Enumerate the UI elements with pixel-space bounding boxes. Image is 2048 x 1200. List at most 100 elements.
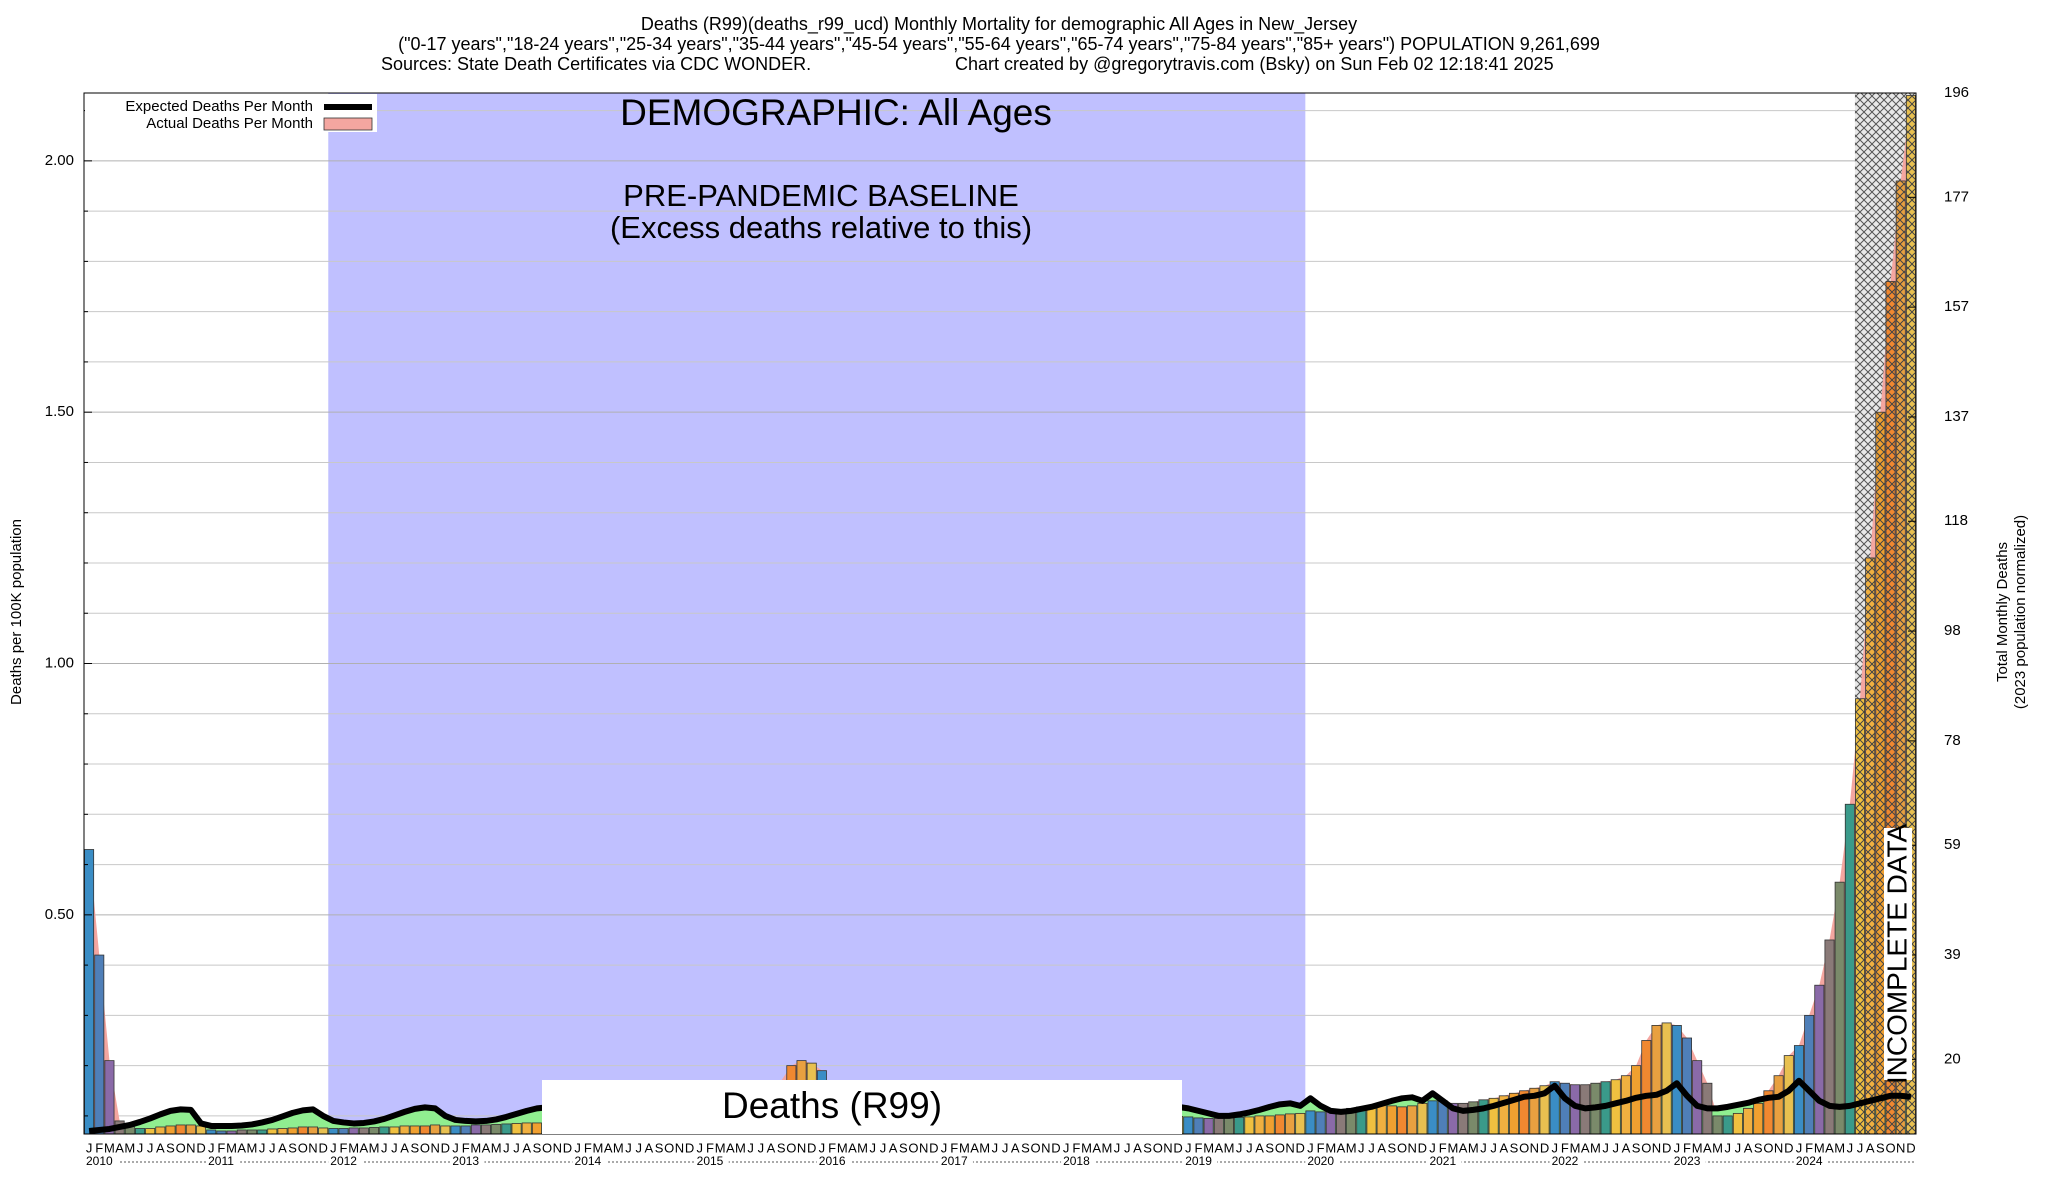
bar [491, 1124, 502, 1135]
x-tick-label: M [1834, 1140, 1845, 1155]
bar [348, 1127, 359, 1135]
x-tick-label: D [1418, 1140, 1427, 1155]
x-tick-label: J [513, 1140, 520, 1155]
x-tick-label: A [889, 1140, 898, 1155]
x-tick-label: M [470, 1140, 481, 1155]
x-tick-label: J [1847, 1140, 1854, 1155]
x-tick-label: M [1224, 1140, 1235, 1155]
x-tick-label: A [1622, 1140, 1631, 1155]
x-tick-label: S [899, 1140, 908, 1155]
x-tick-label: D [1296, 1140, 1305, 1155]
x-tick-label: J [1063, 1140, 1070, 1155]
bar [1295, 1112, 1306, 1135]
bar [1743, 1107, 1754, 1135]
bar [1641, 1040, 1652, 1135]
bar [1244, 1116, 1255, 1135]
bar [470, 1124, 481, 1135]
x-tick-label: M [1325, 1140, 1336, 1155]
x-tick-label: O [298, 1140, 308, 1155]
bar [1620, 1075, 1631, 1135]
x-tick-label: J [941, 1140, 948, 1155]
x-tick-label: O [908, 1140, 918, 1155]
bar [430, 1124, 441, 1135]
x-tick-label: M [1814, 1140, 1825, 1155]
bar [145, 1128, 156, 1135]
year-label-bg [84, 1154, 118, 1170]
bar [419, 1125, 430, 1135]
y-tick-label: 0.50 [45, 906, 74, 923]
x-tick-label: J [391, 1140, 398, 1155]
x-tick-label: S [288, 1140, 297, 1155]
year-label-bg [572, 1154, 607, 1170]
x-tick-label: S [410, 1140, 419, 1155]
bar-hatch [1855, 698, 1865, 1134]
x-tick-label: M [1468, 1140, 1479, 1155]
x-tick-label: J [208, 1140, 215, 1155]
credit: Chart created by @gregorytravis.com (Bsk… [955, 54, 1554, 74]
x-tick-label: F [462, 1140, 470, 1155]
year-label: 2024 [1796, 1154, 1823, 1168]
x-tick-label: J [137, 1140, 144, 1155]
legend-swatch [323, 117, 373, 131]
bar [440, 1125, 451, 1135]
x-tick-label: M [1101, 1140, 1112, 1155]
y2-tick-label: 98 [1944, 622, 1961, 639]
x-tick-label: S [777, 1140, 786, 1155]
bar [1285, 1113, 1296, 1135]
year-label-bg [1427, 1154, 1462, 1170]
x-tick-label: J [992, 1140, 999, 1155]
x-tick-label: J [1674, 1140, 1681, 1155]
x-tick-label: M [979, 1140, 990, 1155]
y2-tick-label: 20 [1944, 1050, 1961, 1067]
y2-tick-label: 137 [1944, 408, 1969, 425]
x-tick-label: O [1031, 1140, 1041, 1155]
x-tick-label: J [625, 1140, 632, 1155]
x-tick-label: J [819, 1140, 826, 1155]
x-tick-label: M [715, 1140, 726, 1155]
x-tick-label: D [318, 1140, 327, 1155]
bar [287, 1127, 298, 1135]
x-tick-label: F [95, 1140, 103, 1155]
bar [369, 1127, 380, 1135]
bar [94, 954, 105, 1135]
x-tick-label: J [880, 1140, 887, 1155]
y-tick-label: 2.00 [45, 152, 74, 169]
bar [1722, 1115, 1733, 1135]
x-tick-label: D [1662, 1140, 1671, 1155]
bar [409, 1125, 420, 1135]
bar [1692, 1060, 1703, 1135]
x-tick-label: J [1857, 1140, 1864, 1155]
bar [246, 1129, 257, 1135]
x-tick-label: M [1346, 1140, 1357, 1155]
x-tick-label: D [1540, 1140, 1549, 1155]
x-tick-label: A [767, 1140, 776, 1155]
x-tick-label: F [1439, 1140, 1447, 1155]
bar [1753, 1102, 1764, 1135]
x-tick-label: N [1163, 1140, 1172, 1155]
x-tick-label: F [1683, 1140, 1691, 1155]
bar [257, 1129, 268, 1135]
x-tick-label: J [330, 1140, 337, 1155]
x-tick-label: J [747, 1140, 754, 1155]
x-tick-label: F [1072, 1140, 1080, 1155]
bar [236, 1129, 247, 1135]
x-tick-label: A [645, 1140, 654, 1155]
x-tick-label: A [115, 1140, 124, 1155]
x-tick-label: J [1185, 1140, 1192, 1155]
x-tick-label: A [1744, 1140, 1753, 1155]
bar [134, 1128, 145, 1135]
year-label-bg [450, 1154, 485, 1170]
bar [1325, 1110, 1336, 1135]
year-label-bg [1793, 1154, 1828, 1170]
bar [1274, 1114, 1285, 1135]
x-tick-label: F [1561, 1140, 1569, 1155]
x-tick-label: O [542, 1140, 552, 1155]
incomplete-label-bg [1884, 828, 1912, 1080]
bar [84, 849, 95, 1135]
year-label: 2012 [330, 1154, 357, 1168]
bar [1305, 1110, 1316, 1135]
x-tick-label: M [348, 1140, 359, 1155]
x-tick-label: F [828, 1140, 836, 1155]
bar [481, 1124, 492, 1135]
x-tick-label: N [1285, 1140, 1294, 1155]
